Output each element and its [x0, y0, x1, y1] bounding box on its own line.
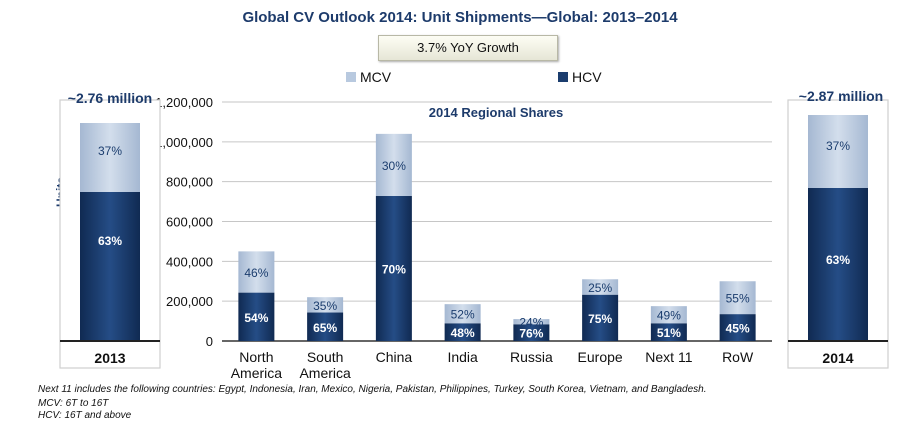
bar-hcv [719, 314, 756, 341]
bar-mcv-share: 52% [451, 308, 475, 322]
x-category-label: Europe [578, 349, 623, 365]
y-tick-label: 200,000 [166, 294, 213, 309]
regional-bars: 54% 46% 65% 35% 70% 30% 48% 52% 76%24% 75% 25% 51% 4… [238, 133, 756, 341]
legend-mcv-swatch [346, 72, 356, 82]
bar-mcv-share: 55% [726, 292, 750, 306]
bar-2013-mcv-share: 37% [98, 144, 122, 158]
bar-mcv-share: 25% [588, 281, 612, 295]
legend-hcv-swatch [558, 72, 568, 82]
bar-mcv-share: 30% [382, 159, 406, 173]
footnote-mcv: MCV: 6T to 16T [38, 398, 109, 409]
bar-hcv-share: 70% [382, 263, 406, 277]
bar-2013-hcv-share: 63% [98, 234, 122, 248]
bar-mcv-share: 35% [313, 299, 337, 313]
bar-mcv [238, 251, 275, 293]
x-category-label: China [376, 349, 413, 365]
bar-hcv-share: 54% [244, 311, 268, 325]
bar-hcv-share: 51% [657, 326, 681, 340]
bar-mcv-share: 24% [519, 316, 543, 330]
chart-subtitle: 2014 Regional Shares [429, 105, 563, 120]
x-category-label: India [447, 349, 478, 365]
panel-2013-label: 2013 [94, 350, 125, 366]
bar-mcv [307, 297, 344, 313]
legend-hcv-label: HCV [572, 69, 602, 85]
bar-hcv-share: 45% [726, 322, 750, 336]
x-category-label: America [231, 365, 283, 381]
panel-2014-label: 2014 [822, 350, 853, 366]
bar-2014-mcv [808, 115, 868, 188]
y-tick-label: 0 [206, 334, 213, 349]
bar-hcv [513, 324, 550, 341]
x-category-label: Next 11 [645, 349, 692, 365]
x-category-label: South [307, 349, 344, 365]
bar-2014-mcv-share: 37% [826, 139, 850, 153]
growth-badge: 3.7% YoY Growth [378, 35, 558, 61]
bar-hcv [582, 294, 619, 341]
bar-2014-hcv-share: 63% [826, 253, 850, 267]
y-tick-label: 1,000,000 [155, 135, 213, 150]
footnote-next11: Next 11 includes the following countries… [38, 384, 707, 395]
bar-mcv [582, 279, 619, 295]
y-tick-label: 400,000 [166, 254, 213, 269]
bar-hcv-share: 76% [519, 327, 543, 341]
y-tick-label: 1,200,000 [155, 95, 213, 110]
bar-hcv-share: 75% [588, 312, 612, 326]
x-category-label: Russia [510, 349, 553, 365]
bar-hcv [307, 312, 344, 341]
bar-hcv-share: 65% [313, 321, 337, 335]
panel-2014: 37% 63% 2014 [787, 99, 889, 369]
total-2014-label: ~2.87 million [799, 88, 883, 104]
page-title: Global CV Outlook 2014: Unit Shipments—G… [242, 9, 678, 26]
y-axis-ticks: 0 200,000 400,000 600,000 800,000 1,000,000 1,… [155, 95, 213, 349]
bar-mcv [650, 306, 687, 324]
bar-mcv [513, 319, 550, 325]
y-tick-label: 600,000 [166, 215, 213, 230]
x-category-label: RoW [722, 349, 754, 365]
bar-2013-hcv [80, 192, 140, 340]
legend-mcv-label: MCV [360, 69, 392, 85]
bar-mcv [719, 281, 756, 315]
footnote-hcv: HCV: 16T and above [38, 410, 132, 421]
bar-mcv-share: 49% [657, 309, 681, 323]
bar-mcv [375, 133, 412, 197]
bar-hcv [650, 323, 687, 341]
bar-mcv [444, 304, 481, 324]
bar-2013-mcv [80, 123, 140, 192]
bar-hcv-share: 48% [451, 326, 475, 340]
total-2013-label: ~2.76 million [68, 90, 152, 106]
x-category-label: America [299, 365, 351, 381]
bar-hcv [444, 323, 481, 341]
y-tick-label: 800,000 [166, 175, 213, 190]
bar-2014-hcv [808, 188, 868, 340]
panel-2013: 37% 63% 2013 [59, 99, 161, 369]
x-category-label: North [239, 349, 273, 365]
bar-hcv [375, 196, 412, 341]
bar-mcv-share: 46% [244, 266, 268, 280]
bar-hcv [238, 292, 275, 341]
gridlines [222, 101, 772, 342]
